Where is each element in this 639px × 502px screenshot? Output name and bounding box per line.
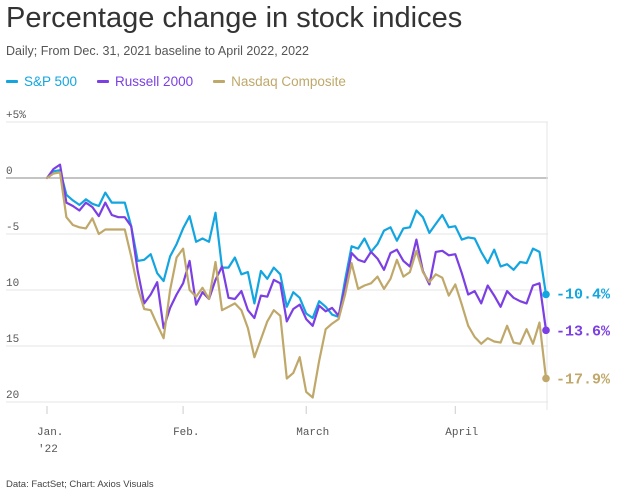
end-dot-russell-2000 bbox=[542, 326, 550, 335]
legend-item-nasdaq: Nasdaq Composite bbox=[213, 74, 346, 89]
end-label-s-p-500: -10.4% bbox=[556, 286, 611, 303]
end-label-nasdaq-composite: -17.9% bbox=[556, 371, 611, 388]
legend-item-russell2000: Russell 2000 bbox=[97, 74, 193, 89]
legend-swatch-sp500 bbox=[6, 80, 18, 83]
x-tick-year-label: '22 bbox=[38, 444, 58, 456]
y-tick-label: 10 bbox=[6, 278, 19, 290]
legend-item-sp500: S&P 500 bbox=[6, 74, 77, 89]
end-label-russell-2000: -13.6% bbox=[556, 323, 611, 340]
legend-label-nasdaq: Nasdaq Composite bbox=[231, 74, 346, 89]
series-line-russell-2000 bbox=[45, 163, 548, 332]
legend-label-russell2000: Russell 2000 bbox=[115, 74, 194, 89]
x-tick-label: Jan. bbox=[37, 427, 63, 439]
y-tick-label: -5 bbox=[6, 222, 19, 234]
end-dot-nasdaq-composite bbox=[542, 374, 550, 383]
y-tick-label: 0 bbox=[6, 166, 13, 178]
chart-source: Data: FactSet; Chart: Axios Visuals bbox=[6, 479, 154, 490]
legend-swatch-russell2000 bbox=[97, 80, 110, 83]
legend-label-sp500: S&P 500 bbox=[24, 74, 78, 89]
y-tick-label: +5% bbox=[6, 110, 26, 122]
series-line-s-p-500 bbox=[45, 169, 548, 320]
x-tick-label: March bbox=[296, 427, 329, 439]
y-tick-label: 15 bbox=[6, 334, 19, 346]
legend: S&P 500 Russell 2000 Nasdaq Composite bbox=[6, 74, 346, 89]
chart-title: Percentage change in stock indices bbox=[6, 2, 463, 34]
y-tick-label: 20 bbox=[6, 390, 19, 402]
chart-subtitle: Daily; From Dec. 31, 2021 baseline to Ap… bbox=[6, 44, 309, 58]
legend-swatch-nasdaq bbox=[213, 80, 226, 83]
x-tick-label: Feb. bbox=[173, 427, 199, 439]
end-dot-s-p-500 bbox=[542, 290, 550, 299]
series-line-nasdaq-composite bbox=[45, 171, 548, 399]
x-tick-label: April bbox=[445, 427, 478, 439]
